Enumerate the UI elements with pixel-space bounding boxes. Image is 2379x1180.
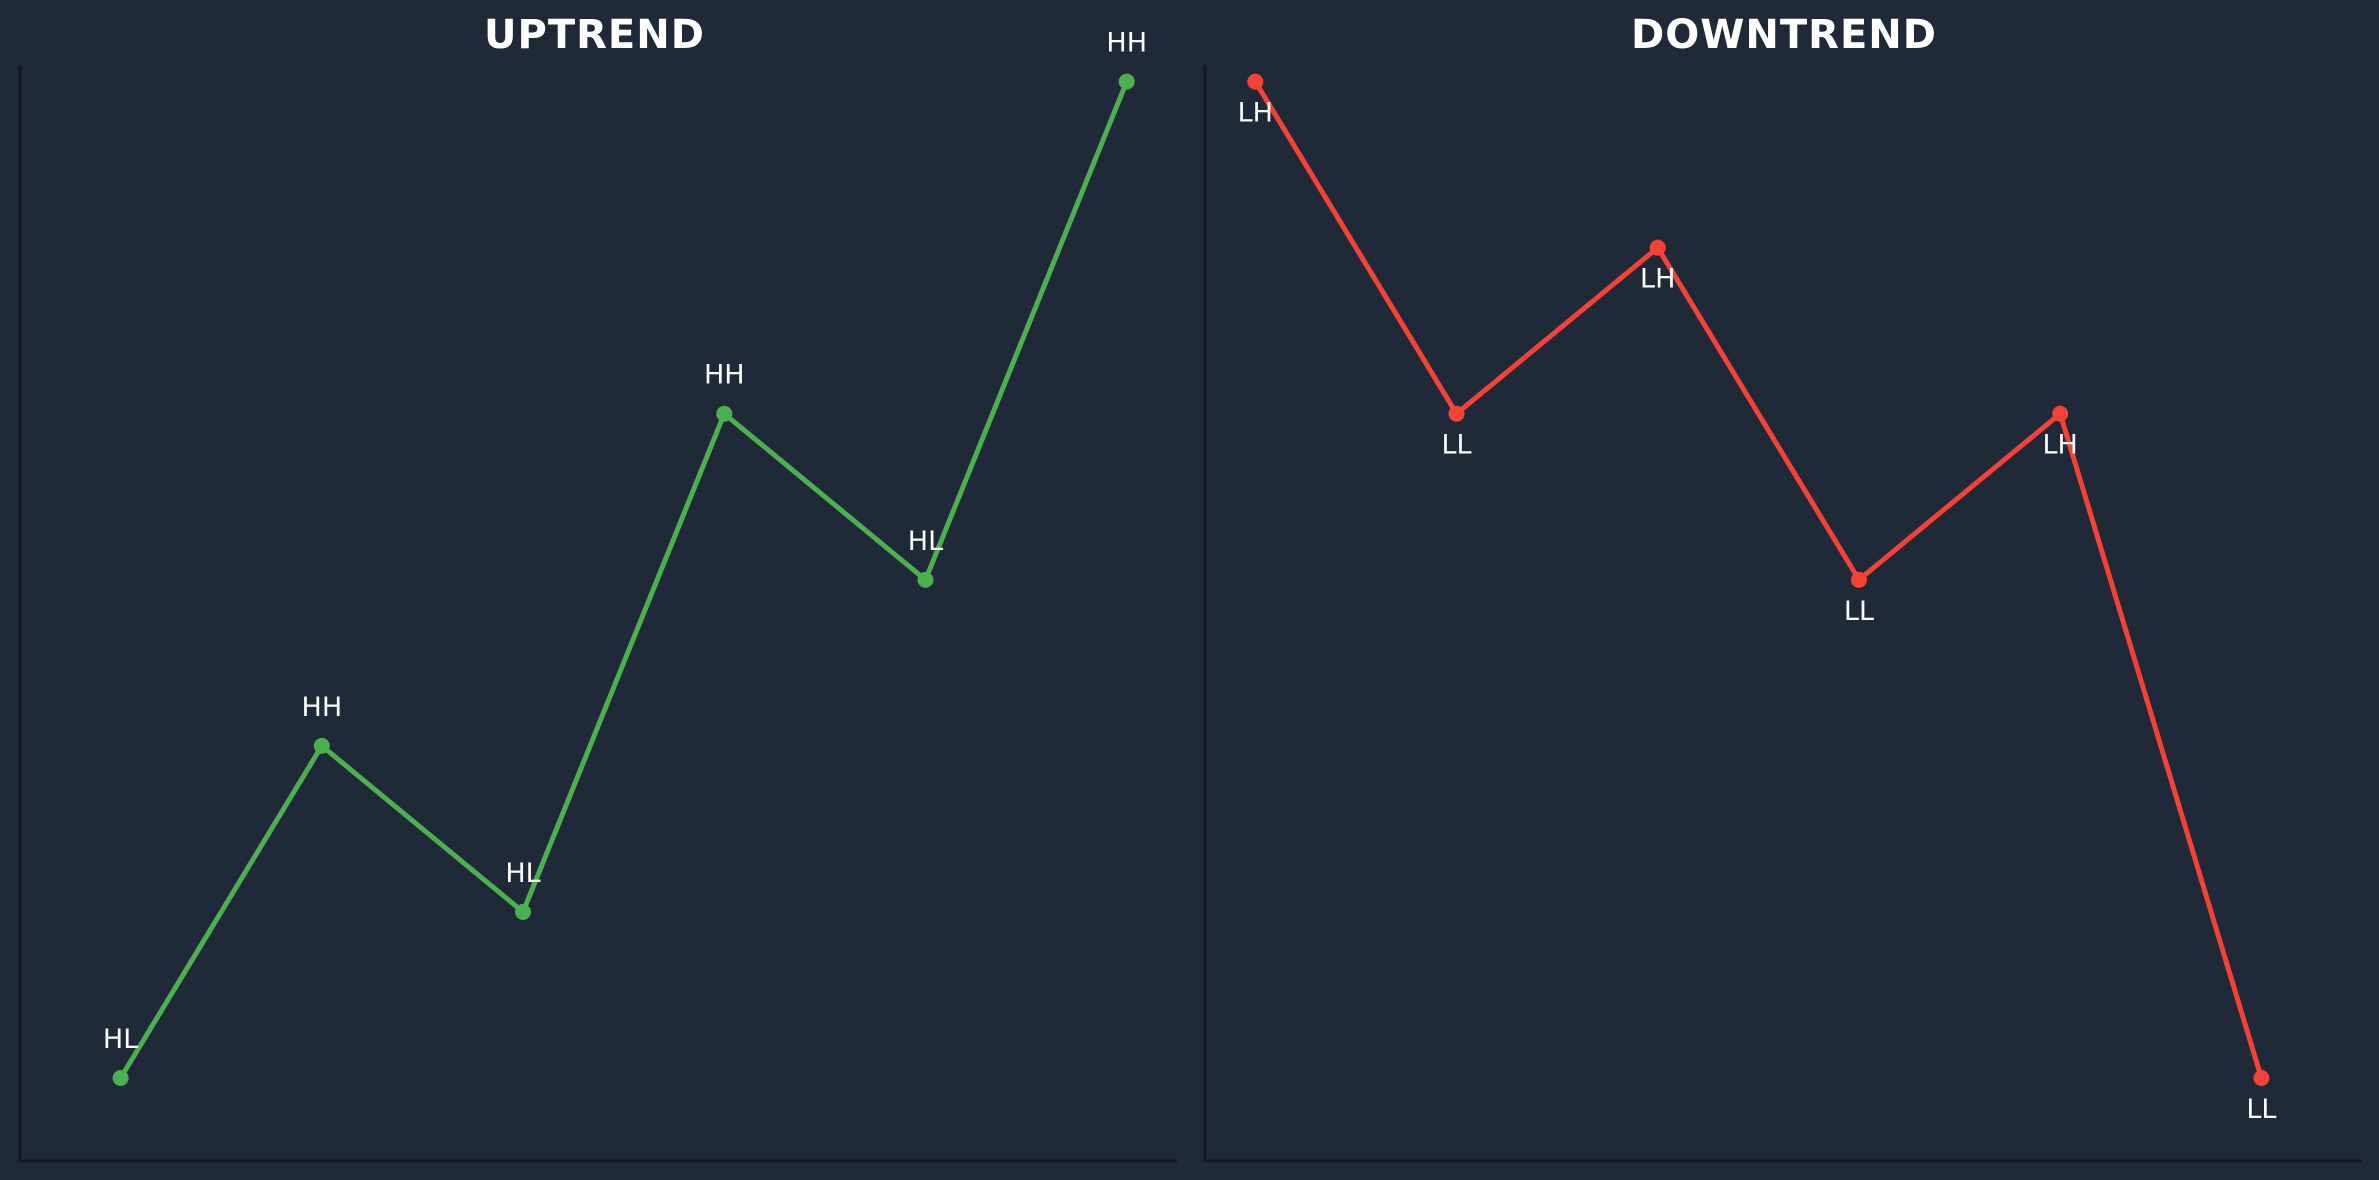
uptrend-point-5: [917, 571, 934, 588]
downtrend-point-1: [1247, 73, 1264, 90]
downtrend-point-label-4: LL: [1844, 596, 1874, 627]
uptrend-point-3: [515, 903, 532, 920]
uptrend-series-line: [118, 80, 1130, 1080]
downtrend-point-label-3: LH: [1640, 264, 1675, 295]
uptrend-point-label-2: HH: [302, 692, 343, 723]
downtrend-point-6: [2253, 1069, 2270, 1086]
uptrend-point-2: [313, 737, 330, 754]
uptrend-title: UPTREND: [484, 12, 705, 58]
downtrend-point-label-6: LL: [2246, 1094, 2276, 1125]
downtrend-point-label-1: LH: [1238, 98, 1273, 129]
downtrend-panel: DOWNTREND: [1189, 0, 2379, 1180]
uptrend-point-label-6: HH: [1106, 28, 1147, 59]
downtrend-plot: LH LL LH LL LH LL: [1203, 65, 2362, 1163]
downtrend-point-4: [1850, 571, 1867, 588]
downtrend-point-5: [2052, 405, 2069, 422]
downtrend-point-label-5: LH: [2042, 430, 2077, 461]
downtrend-point-3: [1649, 239, 1666, 256]
downtrend-point-label-2: LL: [1441, 430, 1471, 461]
uptrend-point-label-5: HL: [908, 526, 943, 557]
uptrend-point-4: [716, 405, 733, 422]
uptrend-point-label-4: HH: [704, 360, 745, 391]
uptrend-point-1: [112, 1069, 129, 1086]
uptrend-panel: UPTREND: [0, 0, 1189, 1180]
downtrend-title: DOWNTREND: [1631, 12, 1937, 58]
downtrend-series-line: [1253, 80, 2264, 1079]
downtrend-point-2: [1448, 405, 1465, 422]
uptrend-point-6: [1118, 73, 1135, 90]
uptrend-point-label-1: HL: [103, 1024, 138, 1055]
uptrend-point-label-3: HL: [505, 858, 540, 889]
uptrend-plot: HL HH HL HH HL HH: [18, 28, 1177, 1163]
